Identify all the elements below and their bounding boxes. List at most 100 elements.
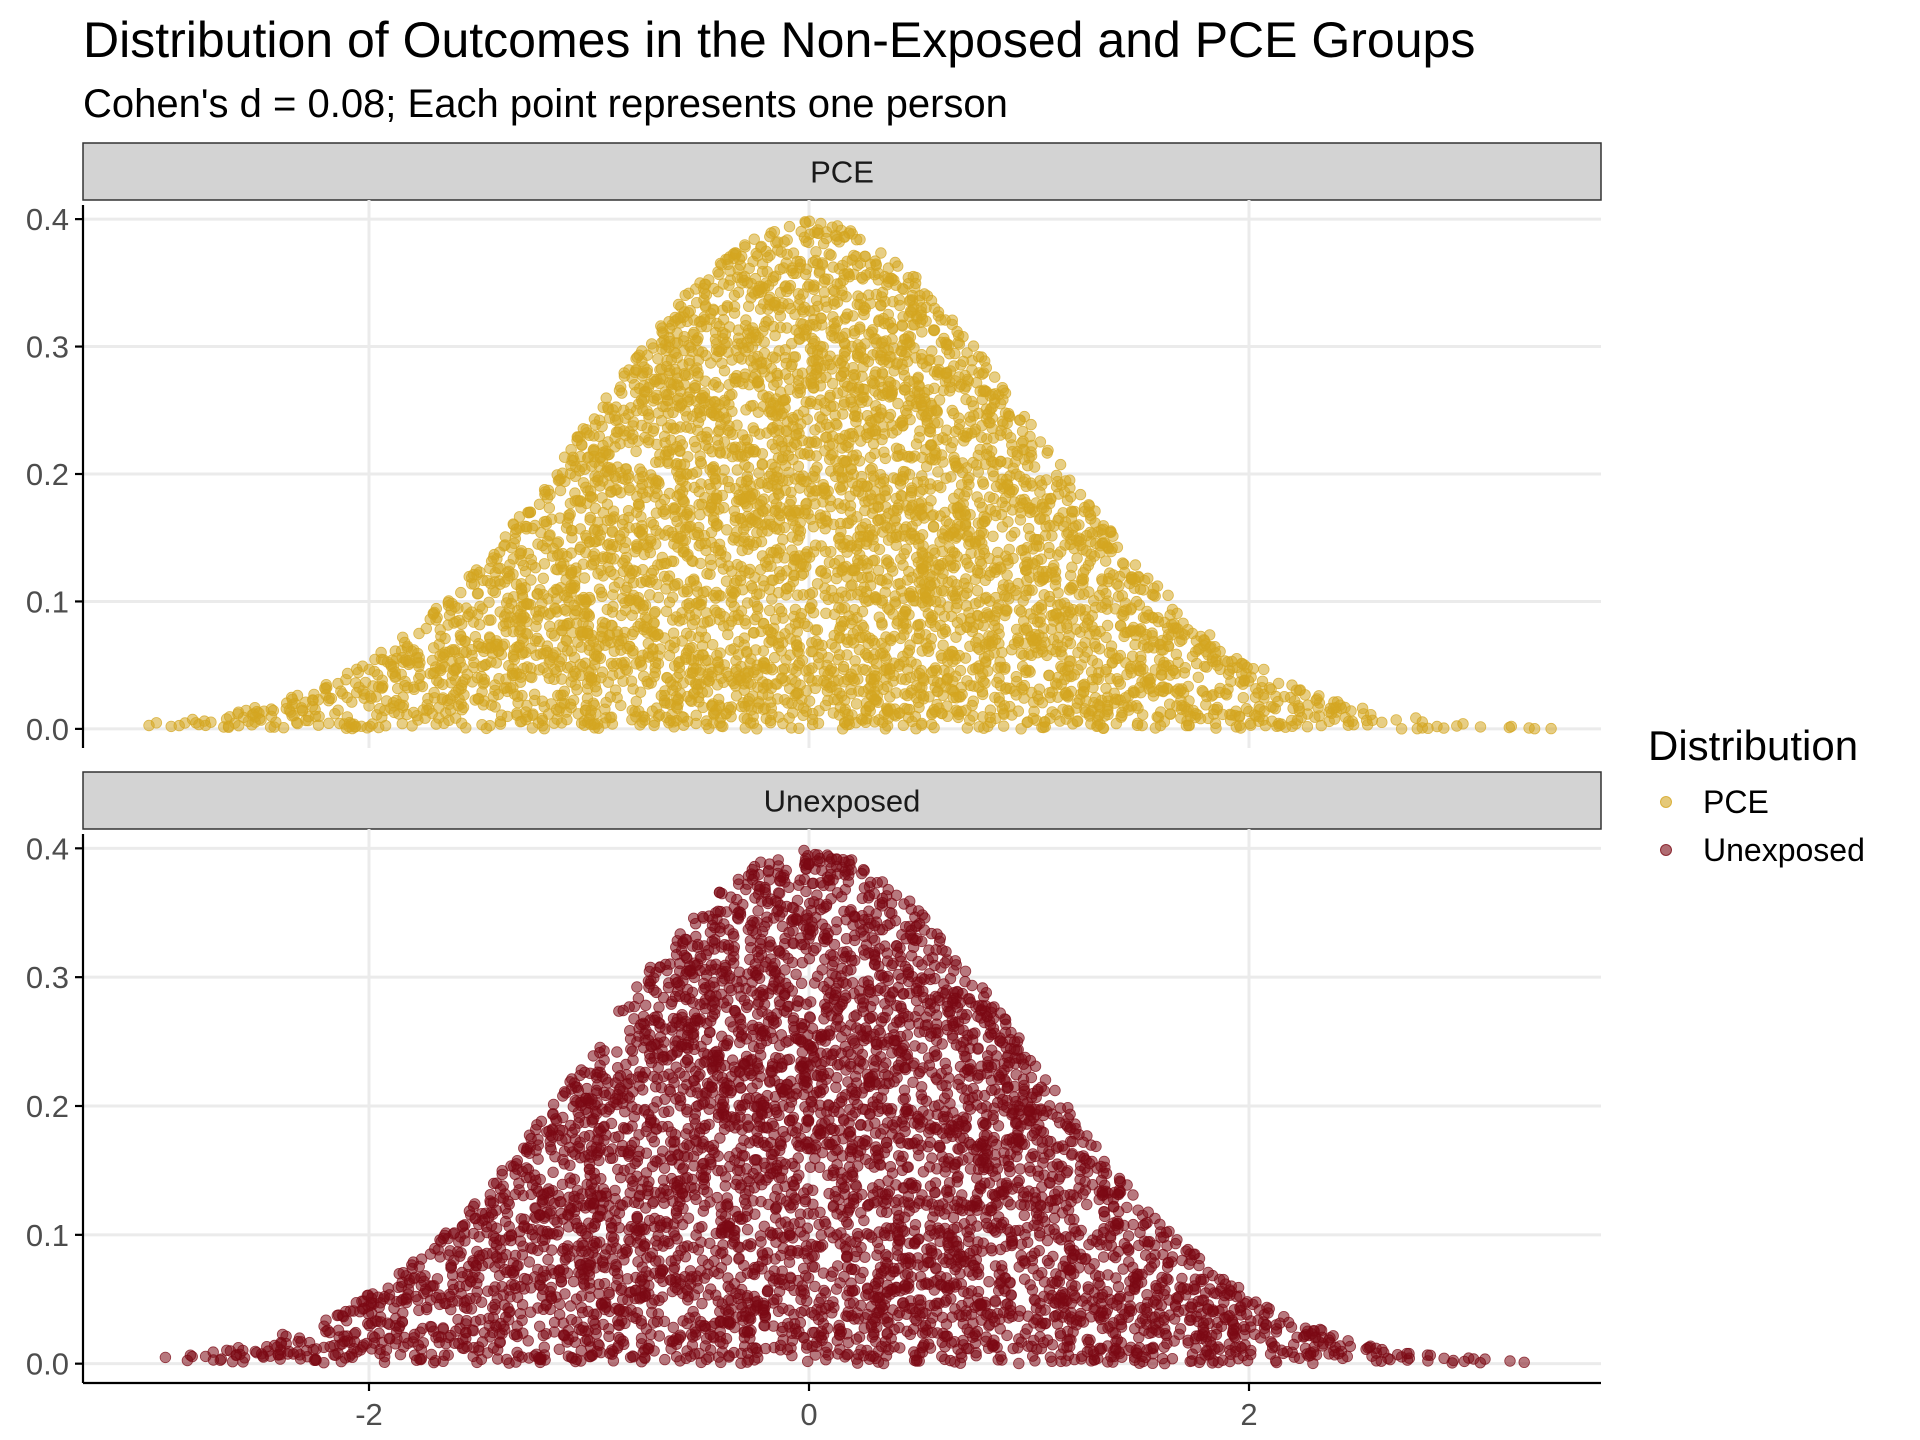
data-point xyxy=(1172,656,1184,669)
data-point xyxy=(1272,695,1284,708)
data-point xyxy=(705,526,718,539)
data-point xyxy=(515,615,527,627)
data-point xyxy=(1088,595,1100,607)
data-point xyxy=(543,502,556,514)
data-point xyxy=(894,632,907,645)
data-point xyxy=(1002,516,1014,528)
data-point xyxy=(927,324,940,336)
data-point xyxy=(645,516,657,529)
data-point xyxy=(661,388,673,401)
data-point xyxy=(947,684,959,696)
data-point xyxy=(845,668,857,680)
data-point xyxy=(1192,643,1204,656)
data-point xyxy=(1080,529,1093,542)
data-point xyxy=(860,595,872,608)
data-point xyxy=(886,427,899,439)
data-point xyxy=(1043,541,1055,554)
data-point xyxy=(569,487,581,499)
data-point xyxy=(628,625,640,638)
data-point xyxy=(701,433,714,446)
data-point xyxy=(1107,530,1119,542)
data-point xyxy=(822,273,834,286)
data-point xyxy=(694,277,706,289)
data-point xyxy=(1100,631,1112,644)
data-point xyxy=(581,452,594,464)
data-point xyxy=(977,476,989,488)
data-point xyxy=(738,684,751,696)
points-pce xyxy=(143,215,1557,735)
data-point xyxy=(643,651,655,663)
data-point xyxy=(472,608,484,621)
data-point xyxy=(1005,432,1017,444)
data-point xyxy=(1038,589,1050,601)
data-point xyxy=(825,249,837,261)
data-point xyxy=(790,676,802,689)
data-point xyxy=(514,676,527,688)
data-point xyxy=(711,649,723,662)
data-point xyxy=(649,666,662,679)
data-point xyxy=(721,300,734,312)
data-point xyxy=(912,373,924,385)
data-point xyxy=(560,522,573,534)
data-point xyxy=(835,484,847,496)
data-point xyxy=(924,569,936,581)
data-point xyxy=(1162,589,1174,602)
data-point xyxy=(916,470,928,482)
data-point xyxy=(678,331,691,343)
data-point xyxy=(1091,720,1103,733)
data-point xyxy=(856,391,869,404)
data-point xyxy=(320,679,332,691)
data-point xyxy=(915,719,928,731)
data-point xyxy=(1043,669,1055,682)
data-point xyxy=(417,704,430,716)
data-point xyxy=(719,328,732,340)
data-point xyxy=(536,539,549,552)
data-point xyxy=(713,410,725,423)
data-point xyxy=(671,702,684,714)
data-point xyxy=(926,454,939,466)
data-point xyxy=(1007,552,1019,565)
data-point xyxy=(766,593,778,605)
data-point xyxy=(561,645,574,657)
data-point xyxy=(644,589,656,601)
data-point xyxy=(835,357,847,370)
data-point xyxy=(533,664,546,676)
data-point xyxy=(1346,715,1359,728)
data-point xyxy=(538,723,551,735)
data-point xyxy=(593,640,605,653)
data-point xyxy=(923,425,936,438)
data-point xyxy=(1010,689,1022,701)
data-point xyxy=(1077,567,1090,579)
data-point xyxy=(584,514,596,526)
data-point xyxy=(1082,614,1095,626)
data-point xyxy=(997,579,1010,591)
data-point xyxy=(143,719,155,732)
data-point xyxy=(642,678,654,690)
data-point xyxy=(630,445,642,458)
data-point xyxy=(431,674,443,687)
data-point xyxy=(413,627,425,640)
data-point xyxy=(797,405,810,418)
data-point xyxy=(751,600,764,613)
data-point xyxy=(931,405,943,417)
data-point xyxy=(726,442,739,454)
data-point xyxy=(996,703,1009,715)
data-point xyxy=(866,462,878,475)
data-point xyxy=(1211,701,1224,714)
data-point xyxy=(699,375,712,387)
data-point xyxy=(1253,710,1265,723)
data-point xyxy=(1073,693,1086,706)
data-point xyxy=(1143,641,1155,653)
data-point xyxy=(977,620,990,632)
data-point xyxy=(930,664,943,677)
data-point xyxy=(967,340,980,352)
data-point xyxy=(981,609,994,621)
data-point xyxy=(875,337,888,350)
data-point xyxy=(661,455,674,468)
data-point xyxy=(867,533,879,546)
data-point xyxy=(1313,697,1326,709)
data-point xyxy=(1118,630,1130,643)
data-point xyxy=(563,617,575,629)
data-point xyxy=(1410,712,1422,724)
data-point xyxy=(783,220,796,233)
